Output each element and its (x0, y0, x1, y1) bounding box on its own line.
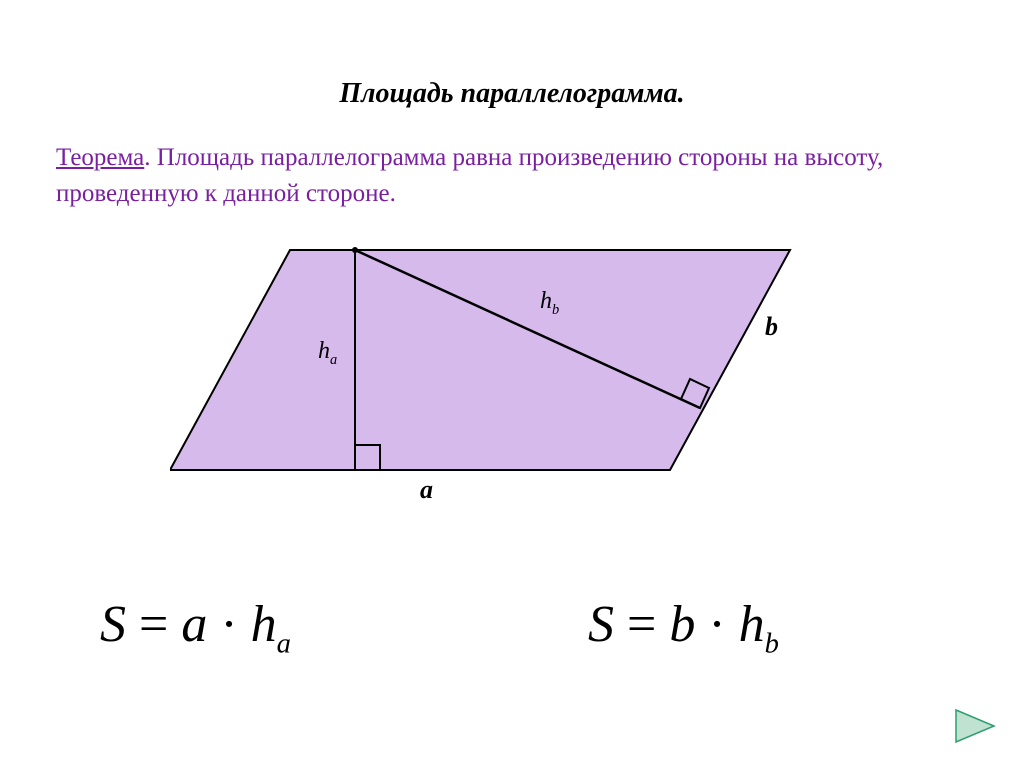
next-slide-button[interactable] (952, 706, 998, 746)
page-title: Площадь параллелограмма. (0, 78, 1024, 110)
theorem-text: Теорема. Площадь параллелограмма равна п… (56, 140, 966, 213)
formula-s-a-ha: S = a · ha (100, 595, 291, 660)
theorem-rest: . Площадь параллелограмма равна произвед… (56, 144, 883, 207)
svg-text:b: b (765, 312, 778, 341)
formula-s-b-hb: S = b · hb (588, 595, 779, 660)
theorem-word: Теорема (56, 144, 144, 171)
parallelogram-diagram: abhahb (170, 230, 810, 500)
svg-text:a: a (420, 475, 433, 500)
next-icon (956, 710, 994, 742)
